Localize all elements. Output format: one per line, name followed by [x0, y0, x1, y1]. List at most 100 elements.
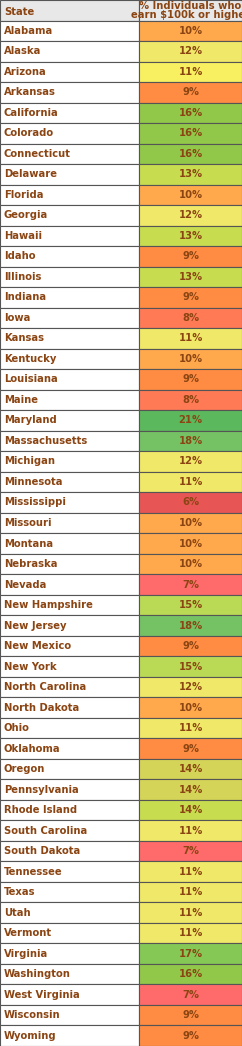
Bar — [139, 472, 242, 493]
Bar — [0, 390, 139, 410]
Bar — [139, 882, 242, 903]
Text: New York: New York — [4, 661, 57, 672]
Text: 16%: 16% — [178, 970, 203, 979]
Text: 8%: 8% — [182, 395, 199, 405]
Bar — [139, 143, 242, 164]
Bar — [0, 82, 139, 103]
Text: 10%: 10% — [179, 26, 203, 36]
Text: Montana: Montana — [4, 539, 53, 548]
Text: 10%: 10% — [179, 354, 203, 364]
Bar — [0, 903, 139, 923]
Text: Rhode Island: Rhode Island — [4, 805, 77, 815]
Bar — [0, 820, 139, 841]
Bar — [139, 410, 242, 431]
Bar — [139, 574, 242, 595]
Text: 11%: 11% — [178, 887, 203, 897]
Bar — [139, 246, 242, 267]
Text: Nevada: Nevada — [4, 579, 46, 590]
Text: Connecticut: Connecticut — [4, 149, 71, 159]
Bar — [139, 779, 242, 800]
Bar — [139, 943, 242, 964]
Text: New Hampshire: New Hampshire — [4, 600, 93, 610]
Bar — [0, 472, 139, 493]
Bar — [139, 451, 242, 472]
Text: 9%: 9% — [182, 293, 199, 302]
Text: West Virginia: West Virginia — [4, 990, 80, 1000]
Bar — [139, 1025, 242, 1046]
Bar — [139, 21, 242, 41]
Bar — [139, 698, 242, 718]
Bar — [0, 533, 139, 553]
Text: 9%: 9% — [182, 1010, 199, 1020]
Text: 11%: 11% — [178, 67, 203, 76]
Text: Florida: Florida — [4, 189, 44, 200]
Bar — [0, 718, 139, 738]
Text: 11%: 11% — [178, 477, 203, 487]
Text: 9%: 9% — [182, 744, 199, 753]
Text: 7%: 7% — [182, 990, 199, 1000]
Text: Utah: Utah — [4, 908, 31, 917]
Text: 14%: 14% — [178, 765, 203, 774]
Bar — [0, 698, 139, 718]
Bar — [0, 800, 139, 820]
Bar — [139, 984, 242, 1005]
Text: Washington: Washington — [4, 970, 71, 979]
Bar — [139, 328, 242, 348]
Text: Mississippi: Mississippi — [4, 498, 66, 507]
Text: Hawaii: Hawaii — [4, 231, 42, 241]
Text: 11%: 11% — [178, 334, 203, 343]
Bar — [139, 553, 242, 574]
Text: 9%: 9% — [182, 1030, 199, 1041]
Text: South Carolina: South Carolina — [4, 825, 87, 836]
Bar — [139, 923, 242, 943]
Text: 15%: 15% — [178, 600, 203, 610]
Text: Maine: Maine — [4, 395, 38, 405]
Bar — [0, 41, 139, 62]
Text: 15%: 15% — [178, 661, 203, 672]
Bar — [139, 800, 242, 820]
Text: North Dakota: North Dakota — [4, 703, 79, 712]
Text: 14%: 14% — [178, 805, 203, 815]
Text: Oklahoma: Oklahoma — [4, 744, 61, 753]
Text: 12%: 12% — [179, 210, 203, 221]
Text: 8%: 8% — [182, 313, 199, 323]
Bar — [0, 553, 139, 574]
Bar — [0, 184, 139, 205]
Text: Colorado: Colorado — [4, 129, 54, 138]
Text: Illinois: Illinois — [4, 272, 41, 281]
Text: Wyoming: Wyoming — [4, 1030, 57, 1041]
Bar — [139, 677, 242, 698]
Text: Maryland: Maryland — [4, 415, 57, 426]
Bar — [139, 636, 242, 656]
Bar — [139, 903, 242, 923]
Bar — [139, 0, 242, 21]
Bar — [139, 288, 242, 308]
Text: 18%: 18% — [178, 620, 203, 631]
Text: Kansas: Kansas — [4, 334, 44, 343]
Text: California: California — [4, 108, 59, 118]
Text: 10%: 10% — [179, 703, 203, 712]
Text: Kentucky: Kentucky — [4, 354, 56, 364]
Bar — [0, 308, 139, 328]
Bar — [139, 493, 242, 513]
Text: Delaware: Delaware — [4, 169, 57, 179]
Bar — [0, 328, 139, 348]
Bar — [139, 62, 242, 82]
Text: Missouri: Missouri — [4, 518, 52, 528]
Bar — [0, 246, 139, 267]
Bar — [0, 288, 139, 308]
Bar — [139, 103, 242, 123]
Text: 16%: 16% — [178, 108, 203, 118]
Bar — [139, 862, 242, 882]
Text: 12%: 12% — [179, 456, 203, 467]
Bar — [0, 984, 139, 1005]
Bar — [0, 677, 139, 698]
Text: 16%: 16% — [178, 129, 203, 138]
Bar — [0, 779, 139, 800]
Bar — [0, 103, 139, 123]
Text: 16%: 16% — [178, 149, 203, 159]
Bar — [0, 369, 139, 390]
Text: 13%: 13% — [179, 231, 203, 241]
Text: Arkansas: Arkansas — [4, 87, 56, 97]
Text: Nebraska: Nebraska — [4, 559, 58, 569]
